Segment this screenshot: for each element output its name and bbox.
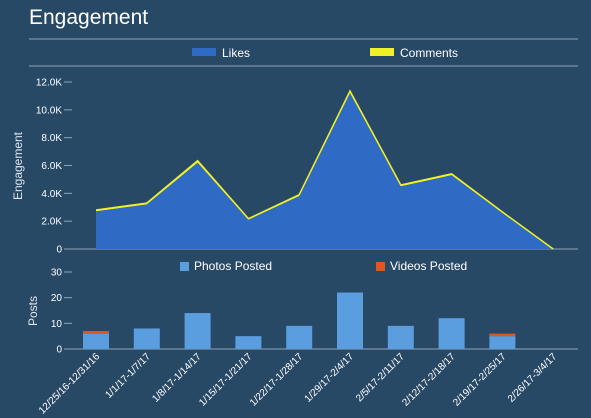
series-line-comments: [95, 89, 554, 250]
bar-photos-posted: [235, 336, 262, 349]
x-tick-label: 1/1/17-1/7/17: [103, 351, 153, 401]
bar-photos-posted: [489, 336, 516, 349]
engagement-y-tick-label: 6.0K: [41, 161, 62, 172]
posts-y-tick-label: 10: [51, 319, 63, 330]
x-tick-label: 1/15/17-1/21/17: [197, 351, 255, 409]
engagement-axis-title: Engagement: [11, 131, 25, 200]
plot-area: 0 2.0K 4.0K 6.0K 8.0K 10.0K 12.0K 0 10 20 30 12/25/…: [36, 78, 578, 417]
posts-y-tick-label: 30: [51, 268, 63, 279]
bar-photos-posted: [387, 325, 414, 349]
engagement-y-tick-label: 12.0K: [36, 78, 62, 89]
bar-photos-posted: [83, 333, 109, 349]
x-tick-label: 2/26/17-3/4/17: [506, 351, 560, 405]
bar-photos-posted: [184, 313, 211, 349]
series-area-likes: [96, 93, 554, 249]
legend-label-comments: Comments: [400, 46, 458, 60]
engagement-y-tick-label: 4.0K: [41, 189, 62, 200]
x-tick-label: 1/8/17-1/14/17: [150, 351, 204, 405]
posts-axis-title: Posts: [26, 296, 40, 326]
legend-label-videos: Videos Posted: [390, 259, 467, 273]
x-tick-label: 2/5/17-2/11/17: [354, 351, 407, 404]
bar-photos-posted: [337, 292, 363, 349]
x-tick-label: 2/19/17-2/25/17: [451, 351, 509, 409]
posts-legend: Photos Posted Videos Posted: [180, 259, 467, 273]
bar-photos-posted: [286, 325, 313, 349]
legend-label-photos: Photos Posted: [194, 259, 272, 273]
posts-y-tick-label: 20: [51, 293, 63, 304]
legend-label-likes: Likes: [222, 46, 250, 60]
engagement-legend: Likes Comments: [192, 46, 458, 60]
engagement-y-tick-label: 8.0K: [41, 133, 62, 144]
x-tick-label: 2/12/17-2/18/17: [400, 351, 458, 409]
bar-photos-posted: [438, 318, 465, 349]
engagement-y-tick-label: 0: [56, 245, 62, 256]
bar-videos-posted: [489, 333, 516, 337]
x-tick-label: 1/22/17-1/28/17: [248, 351, 306, 409]
posts-y-tick-label: 0: [56, 345, 62, 356]
bar-videos-posted: [83, 331, 109, 334]
page-title: Engagement: [29, 6, 149, 29]
x-tick-label: 1/29/17-2/4/17: [303, 351, 357, 405]
bar-photos-posted: [133, 328, 160, 349]
x-tick-label: 12/25/16-12/31/16: [37, 351, 102, 416]
engagement-y-tick-label: 2.0K: [41, 217, 62, 228]
engagement-y-tick-label: 10.0K: [36, 105, 62, 116]
